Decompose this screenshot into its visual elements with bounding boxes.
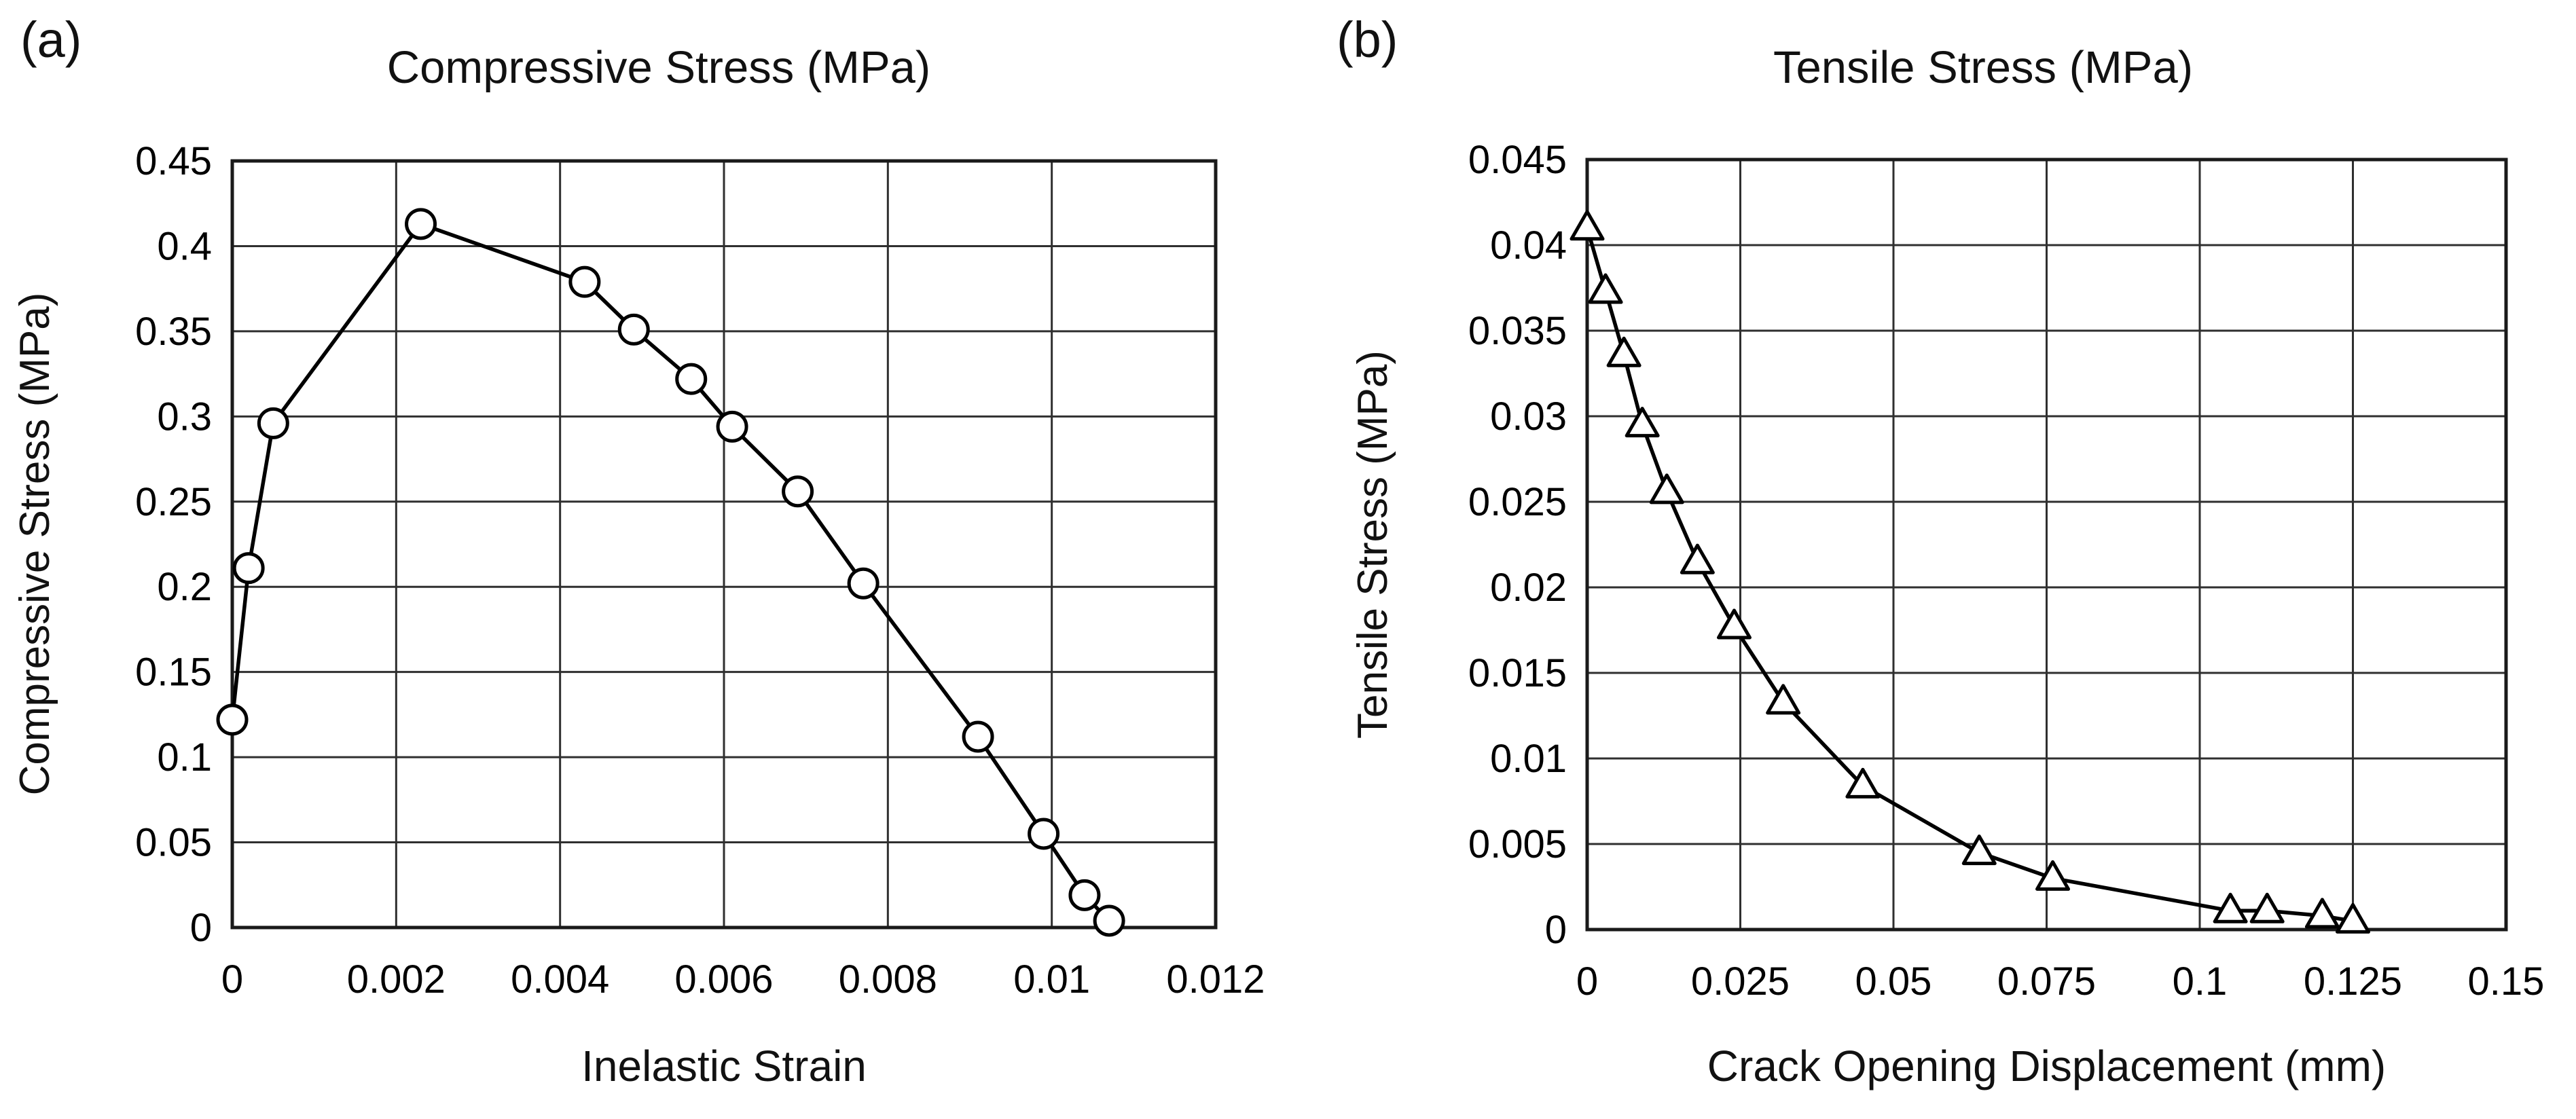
data-point-triangle (1588, 273, 1623, 304)
data-point-circle (216, 703, 249, 736)
y-tick-label: 0.25 (135, 480, 212, 524)
x-tick-label: 0.002 (347, 957, 446, 1002)
y-tick-label: 0.025 (1468, 480, 1567, 524)
x-tick-label: 0.01 (1013, 957, 1090, 1002)
chart-title-a: Compressive Stress (MPa) (386, 42, 931, 93)
y-tick-label: 0.015 (1468, 651, 1567, 695)
data-point-triangle (1570, 210, 1605, 241)
y-tick-label: 0.35 (135, 310, 212, 354)
y-tick-label: 0.04 (1490, 223, 1567, 268)
data-point-triangle (1606, 336, 1641, 367)
data-point-triangle (1680, 543, 1715, 574)
y-axis-title-a: Compressive Stress (MPa) (12, 292, 58, 796)
y-tick-label: 0.1 (157, 735, 212, 779)
x-tick-label: 0.1 (2173, 959, 2228, 1004)
y-tick-label: 0.005 (1468, 822, 1567, 866)
data-point-triangle (2035, 860, 2071, 891)
y-tick-label: 0.45 (135, 139, 212, 183)
y-tick-label: 0.03 (1490, 395, 1567, 439)
data-point-circle (405, 208, 437, 240)
data-point-triangle (2249, 892, 2285, 923)
panel-label-a: (a) (20, 12, 82, 68)
y-axis-title-b: Tensile Stress (MPa) (1349, 350, 1396, 739)
x-tick-label: 0.006 (674, 957, 773, 1002)
data-point-circle (847, 567, 879, 600)
data-point-triangle (2336, 902, 2370, 934)
data-point-circle (568, 265, 601, 298)
series-line (230, 222, 1111, 923)
data-point-circle (962, 720, 994, 753)
y-tick-label: 0.02 (1490, 566, 1567, 610)
data-point-triangle (1716, 608, 1752, 640)
y-tick-label: 0 (1545, 908, 1567, 952)
y-tick-label: 0.01 (1490, 737, 1567, 781)
y-tick-label: 0.15 (135, 650, 212, 695)
x-tick-label: 0.012 (1166, 957, 1265, 1002)
data-point-circle (675, 363, 708, 395)
x-tick-label: 0.05 (1855, 959, 1932, 1004)
x-tick-label: 0.008 (839, 957, 937, 1002)
x-axis-title-a: Inelastic Strain (581, 1042, 867, 1090)
x-tick-label: 0.025 (1691, 959, 1790, 1004)
data-point-circle (1093, 904, 1125, 937)
panel-label-b: (b) (1337, 12, 1398, 68)
data-point-triangle (1961, 834, 1997, 866)
data-point-circle (1028, 818, 1060, 850)
y-tick-label: 0 (190, 906, 212, 950)
y-tick-label: 0.045 (1468, 138, 1567, 182)
y-tick-label: 0.05 (135, 821, 212, 865)
plot-border (230, 159, 1218, 930)
y-tick-label: 0.035 (1468, 309, 1567, 353)
y-tick-label: 0.3 (157, 395, 212, 439)
data-point-circle (1068, 879, 1101, 911)
data-point-circle (617, 313, 650, 346)
x-tick-label: 0.004 (511, 957, 609, 1002)
data-point-triangle (1625, 407, 1660, 438)
data-point-circle (782, 475, 814, 508)
data-point-triangle (1766, 684, 1801, 715)
y-tick-label: 0.2 (157, 565, 212, 609)
chart-title-b: Tensile Stress (MPa) (1773, 42, 2194, 93)
x-tick-label: 0.125 (2304, 959, 2402, 1004)
data-point-triangle (1845, 767, 1881, 799)
data-point-triangle (2213, 892, 2248, 923)
x-tick-label: 0 (221, 957, 243, 1002)
data-point-triangle (1649, 473, 1684, 505)
x-axis-title-b: Crack Opening Displacement (mm) (1707, 1042, 2387, 1090)
plot-border (1585, 158, 2508, 932)
data-point-circle (716, 410, 748, 443)
data-point-circle (232, 552, 265, 585)
data-point-circle (257, 407, 289, 439)
x-tick-label: 0 (1576, 959, 1598, 1004)
x-tick-label: 0.15 (2468, 959, 2545, 1004)
y-tick-label: 0.4 (157, 224, 212, 268)
data-point-triangle (2304, 898, 2340, 929)
x-tick-label: 0.075 (1997, 959, 2096, 1004)
series-line (1585, 226, 2355, 923)
